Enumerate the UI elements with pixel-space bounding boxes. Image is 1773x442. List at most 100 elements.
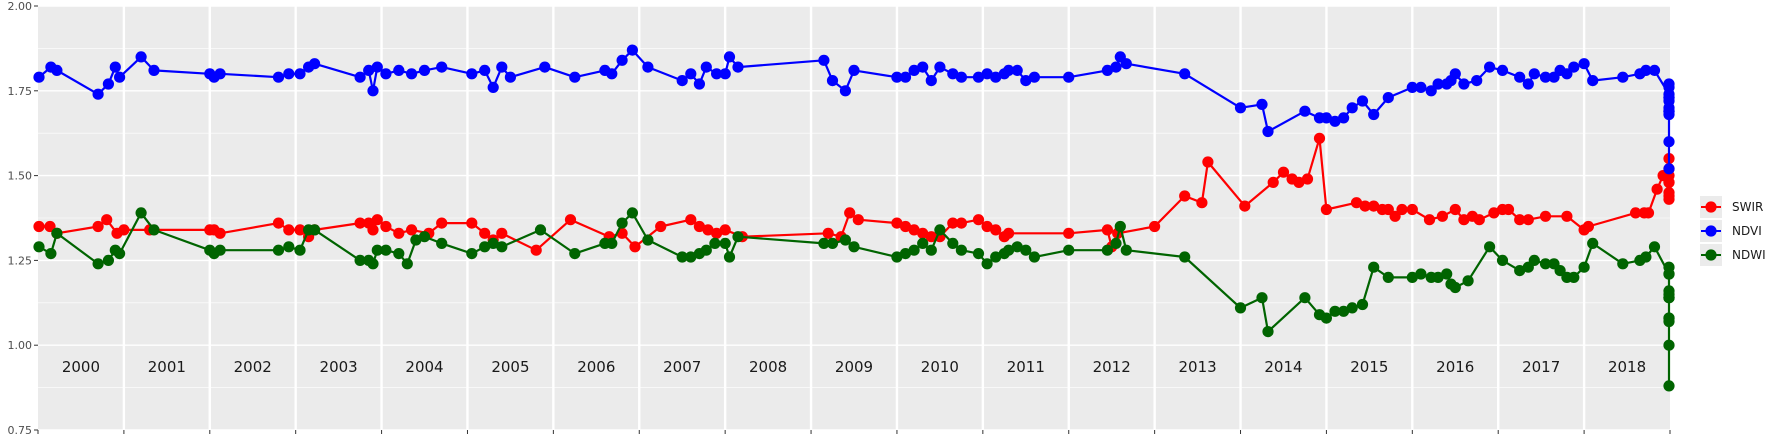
data-point-swir — [917, 227, 929, 239]
data-point-ndvi — [1617, 71, 1629, 83]
data-point-ndwi — [1382, 271, 1394, 283]
data-point-ndvi — [1514, 71, 1526, 83]
data-point-swir — [1277, 166, 1290, 178]
legend: SWIR NDVI NDWI — [1700, 196, 1766, 266]
series-ndvi — [33, 44, 1675, 175]
data-point-ndvi — [700, 61, 712, 73]
data-point-ndvi — [1011, 64, 1023, 76]
data-point-swir — [1320, 203, 1332, 216]
data-point-ndvi — [1256, 98, 1268, 110]
data-point-ndvi — [616, 54, 628, 66]
data-point-ndvi — [642, 61, 654, 73]
data-point-ndvi — [1539, 71, 1552, 83]
data-point-swir — [466, 217, 478, 229]
data-point-swir — [283, 224, 295, 236]
data-point-ndwi — [1329, 305, 1341, 317]
data-point-ndwi — [294, 244, 306, 256]
legend-label: NDVI — [1732, 224, 1762, 238]
data-point-ndvi — [406, 68, 418, 80]
data-point-ndvi — [1640, 64, 1652, 76]
data-point-swir — [1423, 214, 1436, 226]
data-point-ndvi — [1432, 78, 1444, 90]
data-point-ndvi — [393, 64, 405, 76]
data-point-ndvi — [92, 88, 104, 100]
data-point-ndwi — [1299, 292, 1311, 304]
data-point-swir — [629, 241, 641, 253]
data-point-ndvi — [1663, 105, 1675, 117]
data-point-ndvi — [1449, 68, 1461, 80]
data-point-ndwi — [1663, 268, 1675, 280]
data-point-ndvi — [418, 64, 431, 76]
y-axis: 0.75 1.00 1.25 1.50 1.75 2.00 — [8, 0, 38, 437]
data-point-swir — [367, 224, 379, 236]
data-point-ndwi — [719, 237, 731, 249]
data-point-ndvi — [719, 68, 731, 80]
data-point-swir — [1522, 214, 1534, 226]
legend-item-ndwi: NDWI — [1700, 244, 1766, 266]
y-tick-label: 1.25 — [8, 254, 33, 267]
data-point-ndvi — [1415, 81, 1427, 93]
data-point-ndwi — [899, 248, 912, 260]
data-point-swir — [990, 224, 1002, 236]
data-point-ndwi — [1587, 237, 1599, 249]
data-point-ndwi — [135, 207, 147, 219]
data-point-ndwi — [479, 241, 491, 253]
data-point-ndwi — [732, 231, 744, 243]
data-point-swir — [852, 214, 864, 226]
data-point-ndwi — [642, 234, 654, 246]
data-point-ndvi — [148, 64, 160, 76]
data-point-ndvi — [1425, 85, 1437, 97]
data-point-ndwi — [616, 217, 628, 229]
data-point-swir — [393, 227, 405, 239]
data-point-swir — [1642, 207, 1655, 219]
data-point-ndwi — [534, 224, 547, 236]
data-point-ndvi — [539, 61, 551, 73]
y-tick-label: 0.75 — [8, 424, 33, 437]
data-point-swir — [693, 220, 706, 233]
data-point-ndvi — [504, 71, 516, 83]
data-point-ndwi — [826, 237, 839, 249]
data-point-ndwi — [1114, 220, 1126, 233]
data-point-swir — [564, 214, 577, 226]
data-point-ndwi — [685, 251, 697, 263]
data-point-swir — [955, 217, 968, 229]
data-point-swir — [1582, 220, 1594, 233]
data-point-ndvi — [1356, 95, 1369, 107]
data-point-swir — [702, 224, 714, 236]
data-point-ndwi — [33, 241, 45, 253]
data-point-ndvi — [899, 71, 912, 83]
data-point-ndvi — [1561, 68, 1573, 80]
data-point-ndwi — [1462, 275, 1474, 287]
data-point-ndwi — [367, 258, 379, 270]
data-point-ndwi — [972, 248, 985, 260]
data-point-ndvi — [1368, 108, 1380, 121]
data-point-ndvi — [102, 78, 114, 90]
year-label: 2017 — [1522, 358, 1560, 376]
year-label: 2014 — [1264, 358, 1302, 376]
data-point-swir — [1267, 176, 1279, 188]
data-point-ndvi — [947, 68, 959, 80]
data-point-ndvi — [925, 75, 937, 87]
data-point-ndwi — [418, 231, 431, 243]
data-point-ndwi — [723, 251, 736, 263]
data-point-ndvi — [917, 61, 929, 73]
data-point-ndvi — [309, 58, 321, 70]
data-point-ndvi — [1299, 105, 1311, 117]
data-point-swir — [925, 231, 937, 243]
data-point-ndvi — [711, 68, 723, 80]
data-point-swir — [1149, 220, 1161, 233]
data-point-ndwi — [955, 244, 968, 256]
data-point-ndvi — [363, 64, 375, 76]
data-point-ndwi — [92, 258, 104, 270]
data-point-ndvi — [1329, 115, 1341, 127]
data-point-ndwi — [1648, 241, 1661, 253]
data-point-ndvi — [496, 61, 508, 73]
data-point-swir — [685, 214, 697, 226]
data-point-swir — [33, 220, 45, 233]
data-point-swir — [496, 227, 508, 239]
data-point-swir — [272, 217, 285, 229]
y-tick-label: 2.00 — [8, 0, 33, 13]
data-point-ndwi — [848, 241, 860, 253]
data-point-ndvi — [1028, 71, 1040, 83]
data-point-ndwi — [214, 244, 226, 256]
